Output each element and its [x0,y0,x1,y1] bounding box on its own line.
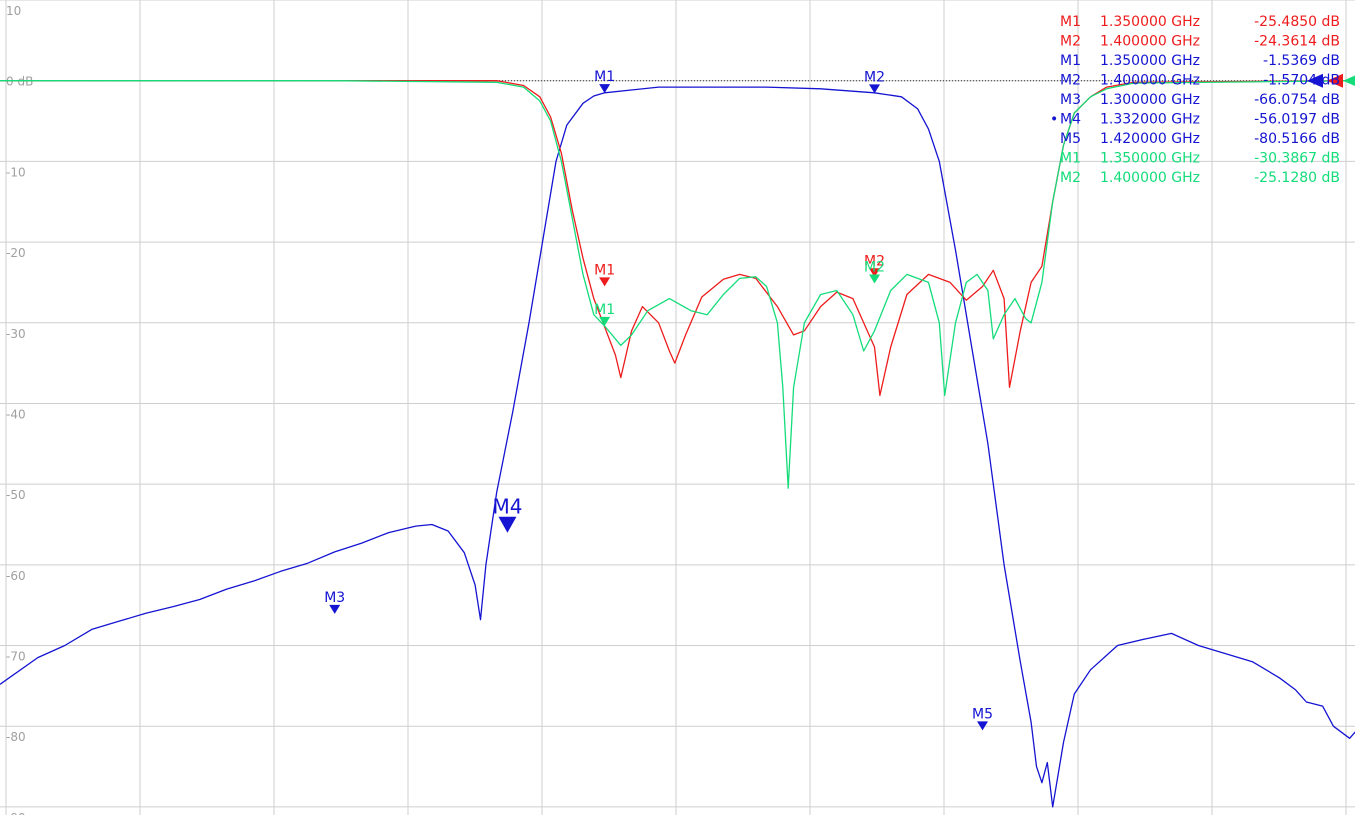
readout-marker-name: M1 [1060,151,1081,167]
reference-arrow-red[interactable] [1327,73,1343,88]
marker-label-m1-blue: M1 [594,69,615,85]
marker-label-m2-green: M2 [864,259,885,275]
readout-marker-name: M2 [1060,170,1081,186]
marker-triangle-m1-red[interactable] [599,277,611,287]
marker-readout-table: M1 1.350000 GHz -25.4850 dB M2 1.400000 GHz -… [1050,14,1340,186]
readout-frequency: 1.350000 GHz [1100,151,1200,167]
readout-value: -80.5166 dB [1254,131,1340,147]
marker-label-m4-blue: M4 [492,495,522,519]
marker-triangle-m3-blue[interactable] [329,604,341,614]
readout-marker-name: M3 [1060,92,1081,108]
readout-frequency: 1.300000 GHz [1100,92,1200,108]
readout-value: -30.3867 dB [1254,151,1340,167]
y-tick-label: -70 [6,650,26,664]
readout-marker-name: M2 [1060,73,1081,89]
marker-triangle-m2-green[interactable] [869,274,881,284]
readout-frequency: 1.400000 GHz [1100,34,1200,50]
y-tick-label: -30 [6,327,26,341]
readout-frequency: 1.332000 GHz [1100,112,1200,128]
reference-arrow-blue[interactable] [1307,73,1323,88]
y-tick-label: -20 [6,246,26,260]
readout-marker-name: M4 [1060,112,1081,128]
readout-marker-name: M5 [1060,131,1081,147]
y-tick-label: -50 [6,488,26,502]
readout-value: -66.0754 dB [1254,92,1340,108]
marker-triangle-m5-blue[interactable] [977,721,989,731]
marker-label-m2-red: M2 [864,253,885,269]
marker-label-m1-green: M1 [594,302,615,318]
readout-frequency: 1.420000 GHz [1100,131,1200,147]
marker-label-m1-red: M1 [594,262,615,278]
traces [0,80,1355,808]
y-tick-label: 10 [6,4,21,18]
readout-frequency: 1.350000 GHz [1100,53,1200,69]
readout-frequency: 1.400000 GHz [1100,170,1200,186]
y-tick-labels: 10 0 dB -10 -20 -30 -40 -50 -60 -70 -80 -90 [6,4,33,815]
active-marker-dot: • [1050,112,1058,128]
y-tick-label: -80 [6,730,26,744]
marker-triangle-m1-green[interactable] [599,316,611,326]
marker-triangle-m2-blue[interactable] [869,84,881,94]
marker-triangle-m1-blue[interactable] [599,84,611,94]
marker-triangle-m2-red[interactable] [869,268,881,278]
reference-arrow-green[interactable] [1343,74,1355,88]
readout-value: -24.3614 dB [1254,34,1340,50]
y-tick-label: -60 [6,569,26,583]
readout-value: -25.4850 dB [1254,14,1340,30]
reference-arrows[interactable] [1307,73,1355,88]
trace-green [0,80,1355,489]
trace-red [0,80,1355,397]
y-tick-label: -10 [6,165,26,179]
marker-triangle-m4-blue[interactable] [498,516,517,533]
readout-marker-name: M1 [1060,53,1081,69]
readout-frequency: 1.350000 GHz [1100,14,1200,30]
readout-value: -25.1280 dB [1254,170,1340,186]
y-tick-label: -40 [6,407,26,421]
marker-label-m2-blue: M2 [864,69,885,85]
readout-marker-name: M2 [1060,34,1081,50]
marker-label-m5-blue: M5 [972,706,993,722]
readout-value: -56.0197 dB [1254,112,1340,128]
readout-frequency: 1.400000 GHz [1100,73,1200,89]
y-tick-label-reference: 0 dB [6,75,33,89]
readout-marker-name: M1 [1060,14,1081,30]
markers[interactable]: M1 M2 M1 M2 M1 M2 M3 M4 M5 [324,69,993,731]
readout-value: -1.5369 dB [1263,53,1340,69]
marker-label-m3-blue: M3 [324,590,345,606]
trace-blue [0,86,1355,808]
readout-value: -1.5704 dB [1263,73,1340,89]
y-tick-label: -90 [6,811,26,815]
